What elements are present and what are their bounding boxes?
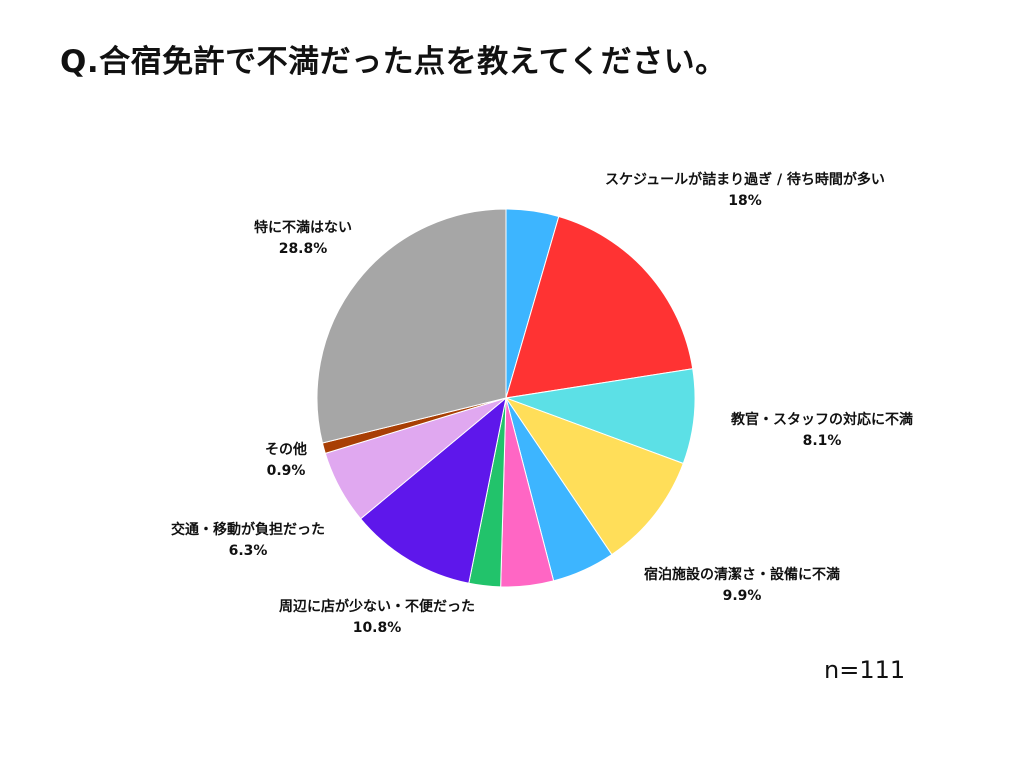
slice-value: 18% — [728, 193, 762, 209]
slice-label-staff: 教官・スタッフの対応に不満 8.1% — [731, 410, 913, 452]
slice-label-none: 特に不満はない 28.8% — [254, 218, 352, 260]
sample-size-label: n=111 — [824, 656, 906, 684]
slice-name: 宿泊施設の清潔さ・設備に不満 — [644, 567, 840, 583]
slice-value: 8.1% — [802, 433, 842, 449]
slice-value: 9.9% — [722, 588, 762, 604]
slice-label-facility: 宿泊施設の清潔さ・設備に不満 9.9% — [644, 565, 840, 607]
pie-slice-7 — [359, 396, 507, 584]
slice-name: 教官・スタッフの対応に不満 — [731, 412, 913, 428]
slice-value: 0.9% — [266, 463, 306, 479]
slice-name: 周辺に店が少ない・不便だった — [279, 599, 475, 615]
slice-name: スケジュールが詰まり過ぎ / 待ち時間が多い — [605, 172, 885, 188]
slice-label-schedule: スケジュールが詰まり過ぎ / 待ち時間が多い 18% — [605, 170, 885, 212]
slice-name: その他 — [265, 442, 307, 458]
slice-label-other: その他 0.9% — [265, 440, 307, 482]
slice-label-shops: 周辺に店が少ない・不便だった 10.8% — [279, 597, 475, 639]
slice-name: 交通・移動が負担だった — [171, 522, 325, 538]
slice-label-transport: 交通・移動が負担だった 6.3% — [171, 520, 325, 562]
slice-value: 6.3% — [228, 543, 268, 559]
slice-name: 特に不満はない — [254, 220, 352, 236]
pie-slice-2 — [504, 368, 696, 465]
slice-value: 10.8% — [352, 620, 402, 636]
chart-title: Q.合宿免許で不満だった点を教えてください。 — [60, 44, 727, 80]
pie-slice-3 — [504, 396, 684, 556]
pie-slice-10 — [316, 208, 507, 444]
pie-slice-1 — [505, 215, 694, 399]
slice-value: 28.8% — [278, 241, 328, 257]
